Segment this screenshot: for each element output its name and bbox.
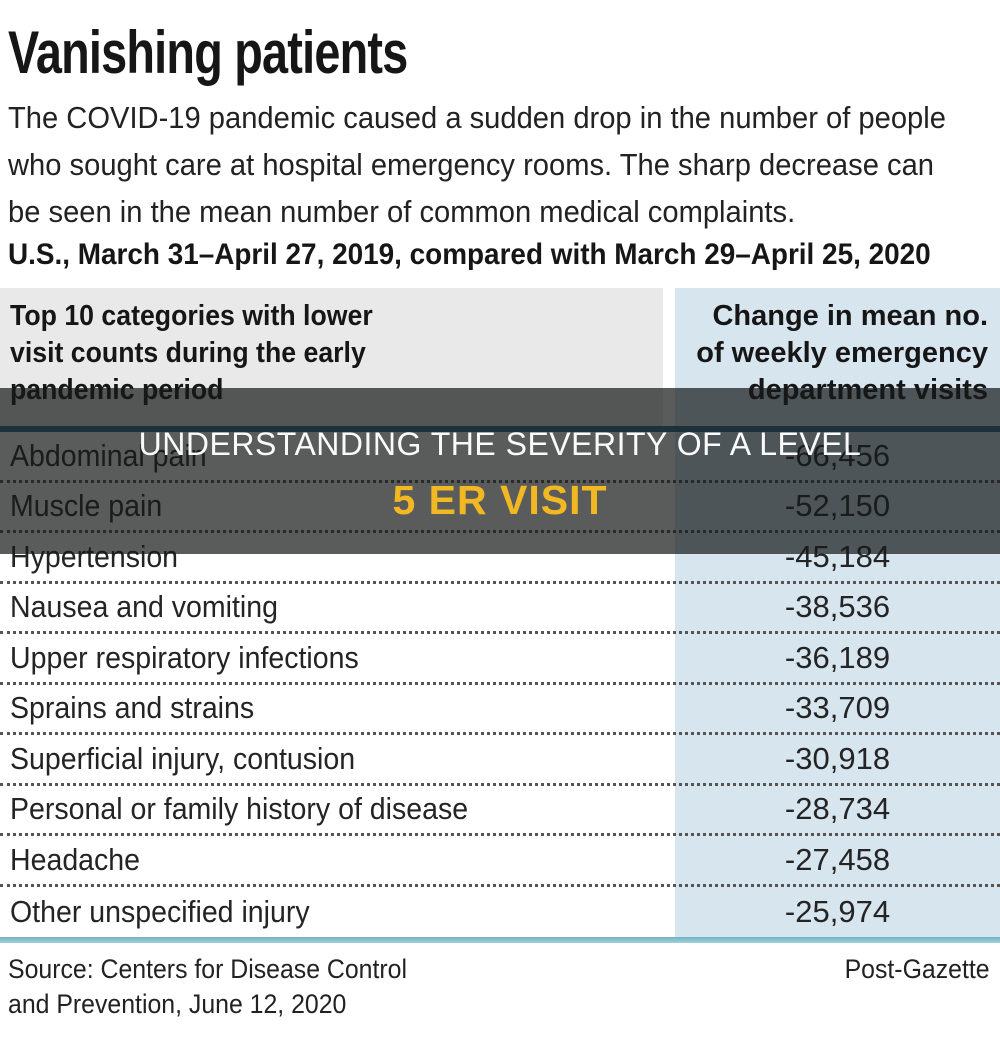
overlay-title-line1: UNDERSTANDING THE SEVERITY OF A LEVEL [138,426,862,462]
footer-rule [0,937,1000,943]
change-value: -33,709 [784,690,891,726]
change-value: -36,189 [784,639,891,675]
source-attribution: Source: Centers for Disease Control and … [8,952,407,1022]
publisher-credit: Post-Gazette [845,954,990,984]
category-label: Superficial injury, contusion [10,740,356,776]
change-value: -27,458 [784,841,891,877]
source-line: Source: Centers for Disease Control [8,954,407,984]
comparison-period-subtitle: U.S., March 31–April 27, 2019, compared … [8,238,931,271]
source-line: and Prevention, June 12, 2020 [8,989,347,1019]
table-row: Other unspecified injury -25,974 [0,887,1000,938]
change-value: -28,734 [784,791,891,827]
change-value: -38,536 [784,589,891,625]
intro-line: The COVID-19 pandemic caused a sudden dr… [8,100,946,135]
change-value: -30,918 [784,740,891,776]
page-title: Vanishing patients [8,19,408,86]
caption-overlay: UNDERSTANDING THE SEVERITY OF A LEVEL 5 … [0,388,1000,554]
overlay-title-line2: 5 ER VISIT [392,477,608,523]
category-label: Headache [10,841,141,877]
table-row: Sprains and strains -33,709 [0,685,1000,735]
table-row: Headache -27,458 [0,836,1000,887]
category-label: Upper respiratory infections [10,639,359,675]
intro-line: who sought care at hospital emergency ro… [8,147,934,182]
table-row: Superficial injury, contusion -30,918 [0,735,1000,786]
change-value: -25,974 [784,893,891,929]
intro-paragraph: The COVID-19 pandemic caused a sudden dr… [8,94,946,235]
table-row: Upper respiratory infections -36,189 [0,634,1000,685]
category-label: Personal or family history of disease [10,791,469,827]
intro-line: be seen in the mean number of common med… [8,194,796,229]
table-row: Nausea and vomiting -38,536 [0,584,1000,634]
category-label: Nausea and vomiting [10,589,278,625]
category-label: Other unspecified injury [10,893,310,929]
category-label: Sprains and strains [10,690,255,726]
table-row: Personal or family history of disease -28… [0,786,1000,836]
